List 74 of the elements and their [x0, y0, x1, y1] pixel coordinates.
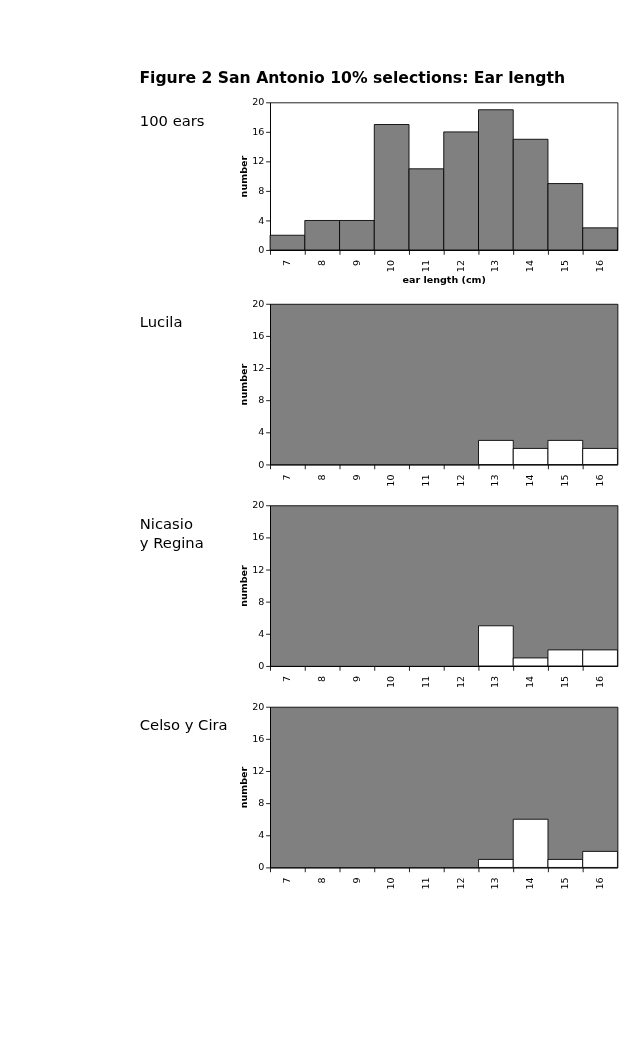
y-axis-title: number — [238, 155, 250, 198]
chart-title: Figure 2 San Antonio 10% selections: Ear length — [139, 67, 566, 87]
y-tick-label: 16 — [252, 125, 265, 137]
y-tick-label: 20 — [252, 297, 265, 309]
x-tick-label: 15 — [558, 259, 570, 273]
y-tick-label: 0 — [258, 861, 265, 873]
x-tick-label: 9 — [350, 259, 362, 267]
x-tick-label: 9 — [350, 675, 362, 683]
x-tick-label: 13 — [489, 877, 501, 890]
x-tick-label: 13 — [489, 675, 501, 689]
y-tick-label: 8 — [258, 595, 265, 607]
text: Lucila — [139, 313, 183, 331]
y-tick-label: 12 — [252, 765, 265, 777]
text: Nicasio y Regina — [139, 514, 204, 551]
x-tick-label: 12 — [454, 474, 466, 487]
text: Celso y Cira — [139, 716, 228, 734]
x-tick-label: 7 — [281, 474, 293, 481]
x-tick-label: 8 — [315, 877, 327, 884]
x-tick-label: 11 — [420, 474, 431, 487]
y-tick-label: 12 — [252, 362, 265, 374]
x-tick-label: 14 — [524, 474, 536, 487]
x-tick-label: 16 — [593, 877, 605, 890]
x-tick-label: 11 — [420, 877, 431, 890]
y-axis-title: number — [238, 565, 250, 607]
x-tick-label: 10 — [385, 259, 397, 273]
x-tick-label: 15 — [558, 877, 570, 890]
x-tick-label: 11 — [420, 259, 431, 273]
y-tick-label: 0 — [258, 660, 265, 672]
x-tick-label: 12 — [454, 675, 466, 689]
y-tick-label: 16 — [252, 330, 265, 342]
text: 100 ears — [139, 111, 205, 129]
x-tick-label: 12 — [454, 877, 466, 890]
x-tick-label: 7 — [281, 877, 293, 884]
y-tick-label: 8 — [258, 797, 265, 809]
y-tick-label: 4 — [258, 829, 265, 841]
y-tick-label: 20 — [252, 700, 265, 712]
x-tick-label: 10 — [385, 877, 397, 890]
x-tick-label: 12 — [454, 259, 466, 273]
x-tick-label: 9 — [350, 474, 362, 481]
x-tick-label: 9 — [350, 877, 362, 884]
x-tick-label: 8 — [315, 259, 327, 267]
x-tick-label: 15 — [558, 474, 570, 487]
x-tick-label: 15 — [558, 675, 570, 689]
y-tick-label: 0 — [258, 244, 265, 256]
y-tick-label: 4 — [258, 426, 265, 438]
x-tick-label: 10 — [385, 474, 397, 487]
x-tick-label: 14 — [524, 877, 536, 890]
x-tick-label: 11 — [420, 675, 431, 689]
x-tick-label: 7 — [281, 675, 293, 683]
y-tick-label: 8 — [258, 394, 265, 406]
y-tick-label: 8 — [258, 184, 265, 196]
y-tick-label: 16 — [252, 531, 265, 543]
x-tick-label: 13 — [489, 259, 501, 273]
x-tick-label: 13 — [489, 474, 501, 487]
y-tick-label: 20 — [252, 499, 265, 511]
x-tick-label: 16 — [593, 474, 605, 487]
x-tick-label: 14 — [524, 259, 536, 273]
y-tick-label: 20 — [252, 96, 265, 108]
y-tick-label: 4 — [258, 214, 265, 226]
y-axis-title: number — [238, 363, 250, 406]
x-tick-label: 16 — [593, 675, 605, 689]
y-tick-label: 0 — [258, 458, 265, 470]
x-tick-label: 7 — [281, 259, 293, 267]
y-tick-label: 16 — [252, 732, 265, 744]
y-tick-label: 4 — [258, 627, 265, 639]
x-tick-label: 8 — [315, 474, 327, 481]
x-tick-label: 10 — [385, 675, 397, 689]
y-tick-label: 12 — [252, 563, 265, 575]
y-axis-title: number — [238, 766, 250, 809]
x-tick-label: 16 — [593, 259, 605, 273]
x-tick-label: 8 — [315, 675, 327, 683]
x-tick-label: 14 — [524, 675, 536, 689]
x-axis-title: ear length (cm) — [402, 274, 486, 286]
y-tick-label: 12 — [252, 155, 265, 167]
